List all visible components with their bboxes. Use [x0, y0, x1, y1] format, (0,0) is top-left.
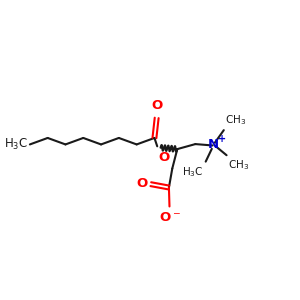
Text: O: O [151, 99, 162, 112]
Text: H$_3$C: H$_3$C [4, 137, 28, 152]
Text: CH$_3$: CH$_3$ [225, 113, 246, 127]
Text: O: O [136, 177, 148, 190]
Text: H$_3$C: H$_3$C [182, 165, 203, 179]
Text: +: + [218, 134, 226, 144]
Text: N: N [208, 138, 219, 151]
Text: O$^-$: O$^-$ [158, 212, 181, 224]
Text: CH$_3$: CH$_3$ [228, 158, 249, 172]
Text: O: O [159, 151, 170, 164]
